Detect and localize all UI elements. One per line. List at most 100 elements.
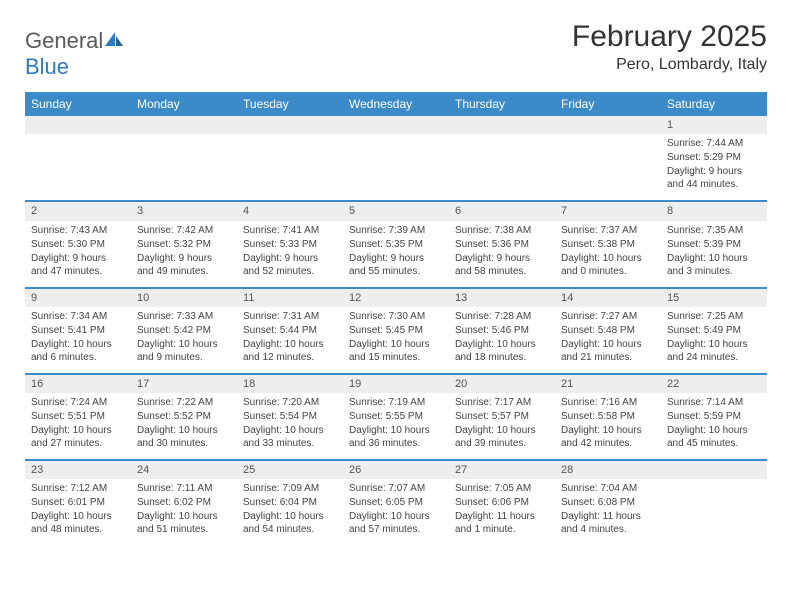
sunrise-line: Sunrise: 7:30 AM	[349, 310, 443, 323]
daylight-line: Daylight: 9 hours and 55 minutes.	[349, 252, 443, 278]
sunset-line: Sunset: 5:35 PM	[349, 238, 443, 251]
sunset-line: Sunset: 5:41 PM	[31, 324, 125, 337]
sunrise-line: Sunrise: 7:07 AM	[349, 482, 443, 495]
month-title: February 2025	[572, 20, 767, 54]
detail-row: Sunrise: 7:12 AMSunset: 6:01 PMDaylight:…	[25, 479, 767, 545]
day-number-cell: 16	[25, 374, 131, 393]
sunrise-line: Sunrise: 7:44 AM	[667, 137, 761, 150]
sunrise-line: Sunrise: 7:14 AM	[667, 396, 761, 409]
daylight-line: Daylight: 10 hours and 21 minutes.	[561, 338, 655, 364]
daylight-line: Daylight: 10 hours and 12 minutes.	[243, 338, 337, 364]
daylight-line: Daylight: 9 hours and 47 minutes.	[31, 252, 125, 278]
day-number-cell: 10	[131, 288, 237, 307]
day-detail-cell	[661, 479, 767, 545]
day-header: Friday	[555, 92, 661, 116]
day-header: Sunday	[25, 92, 131, 116]
day-detail-cell	[555, 134, 661, 201]
sunset-line: Sunset: 6:02 PM	[137, 496, 231, 509]
sunset-line: Sunset: 5:36 PM	[455, 238, 549, 251]
daylight-line: Daylight: 10 hours and 57 minutes.	[349, 510, 443, 536]
day-detail-cell: Sunrise: 7:07 AMSunset: 6:05 PMDaylight:…	[343, 479, 449, 545]
logo-text-gray: General	[25, 28, 103, 53]
location: Pero, Lombardy, Italy	[572, 56, 767, 74]
daylight-line: Daylight: 10 hours and 0 minutes.	[561, 252, 655, 278]
day-detail-cell	[343, 134, 449, 201]
day-detail-cell: Sunrise: 7:04 AMSunset: 6:08 PMDaylight:…	[555, 479, 661, 545]
day-detail-cell	[131, 134, 237, 201]
daylight-line: Daylight: 10 hours and 3 minutes.	[667, 252, 761, 278]
sunrise-line: Sunrise: 7:20 AM	[243, 396, 337, 409]
daylight-line: Daylight: 10 hours and 42 minutes.	[561, 424, 655, 450]
day-detail-cell: Sunrise: 7:20 AMSunset: 5:54 PMDaylight:…	[237, 393, 343, 460]
sunrise-line: Sunrise: 7:12 AM	[31, 482, 125, 495]
day-detail-cell: Sunrise: 7:05 AMSunset: 6:06 PMDaylight:…	[449, 479, 555, 545]
sunrise-line: Sunrise: 7:27 AM	[561, 310, 655, 323]
sunrise-line: Sunrise: 7:24 AM	[31, 396, 125, 409]
sunset-line: Sunset: 5:44 PM	[243, 324, 337, 337]
day-header: Thursday	[449, 92, 555, 116]
day-number-cell	[661, 460, 767, 479]
sunrise-line: Sunrise: 7:35 AM	[667, 224, 761, 237]
sunset-line: Sunset: 5:30 PM	[31, 238, 125, 251]
daylight-line: Daylight: 10 hours and 33 minutes.	[243, 424, 337, 450]
day-header-row: Sunday Monday Tuesday Wednesday Thursday…	[25, 92, 767, 116]
day-number-cell: 24	[131, 460, 237, 479]
day-detail-cell: Sunrise: 7:24 AMSunset: 5:51 PMDaylight:…	[25, 393, 131, 460]
sunrise-line: Sunrise: 7:05 AM	[455, 482, 549, 495]
day-detail-cell: Sunrise: 7:37 AMSunset: 5:38 PMDaylight:…	[555, 221, 661, 288]
sunrise-line: Sunrise: 7:28 AM	[455, 310, 549, 323]
daynum-row: 2345678	[25, 201, 767, 220]
sunset-line: Sunset: 5:38 PM	[561, 238, 655, 251]
day-number-cell: 4	[237, 201, 343, 220]
day-detail-cell: Sunrise: 7:11 AMSunset: 6:02 PMDaylight:…	[131, 479, 237, 545]
daylight-line: Daylight: 9 hours and 52 minutes.	[243, 252, 337, 278]
day-detail-cell: Sunrise: 7:19 AMSunset: 5:55 PMDaylight:…	[343, 393, 449, 460]
sunrise-line: Sunrise: 7:42 AM	[137, 224, 231, 237]
logo-sail-icon	[103, 28, 125, 46]
daylight-line: Daylight: 10 hours and 48 minutes.	[31, 510, 125, 536]
day-number-cell: 25	[237, 460, 343, 479]
sunrise-line: Sunrise: 7:31 AM	[243, 310, 337, 323]
day-detail-cell: Sunrise: 7:09 AMSunset: 6:04 PMDaylight:…	[237, 479, 343, 545]
day-detail-cell: Sunrise: 7:33 AMSunset: 5:42 PMDaylight:…	[131, 307, 237, 374]
day-detail-cell: Sunrise: 7:44 AMSunset: 5:29 PMDaylight:…	[661, 134, 767, 201]
day-number-cell: 13	[449, 288, 555, 307]
daylight-line: Daylight: 11 hours and 4 minutes.	[561, 510, 655, 536]
day-number-cell: 28	[555, 460, 661, 479]
daylight-line: Daylight: 10 hours and 30 minutes.	[137, 424, 231, 450]
sunset-line: Sunset: 5:48 PM	[561, 324, 655, 337]
day-number-cell	[237, 116, 343, 134]
day-number-cell	[449, 116, 555, 134]
sunrise-line: Sunrise: 7:04 AM	[561, 482, 655, 495]
header: GeneralBlue February 2025 Pero, Lombardy…	[25, 20, 767, 80]
daynum-row: 16171819202122	[25, 374, 767, 393]
detail-row: Sunrise: 7:44 AMSunset: 5:29 PMDaylight:…	[25, 134, 767, 201]
daylight-line: Daylight: 9 hours and 44 minutes.	[667, 165, 761, 191]
sunset-line: Sunset: 5:54 PM	[243, 410, 337, 423]
day-number-cell: 7	[555, 201, 661, 220]
sunset-line: Sunset: 5:29 PM	[667, 151, 761, 164]
day-detail-cell: Sunrise: 7:28 AMSunset: 5:46 PMDaylight:…	[449, 307, 555, 374]
day-number-cell: 11	[237, 288, 343, 307]
day-detail-cell: Sunrise: 7:14 AMSunset: 5:59 PMDaylight:…	[661, 393, 767, 460]
sunset-line: Sunset: 5:57 PM	[455, 410, 549, 423]
detail-row: Sunrise: 7:24 AMSunset: 5:51 PMDaylight:…	[25, 393, 767, 460]
daylight-line: Daylight: 10 hours and 45 minutes.	[667, 424, 761, 450]
daylight-line: Daylight: 10 hours and 36 minutes.	[349, 424, 443, 450]
sunset-line: Sunset: 5:58 PM	[561, 410, 655, 423]
logo-text: GeneralBlue	[25, 28, 125, 80]
detail-row: Sunrise: 7:34 AMSunset: 5:41 PMDaylight:…	[25, 307, 767, 374]
sunrise-line: Sunrise: 7:16 AM	[561, 396, 655, 409]
sunrise-line: Sunrise: 7:33 AM	[137, 310, 231, 323]
sunset-line: Sunset: 5:49 PM	[667, 324, 761, 337]
day-detail-cell	[25, 134, 131, 201]
day-detail-cell: Sunrise: 7:12 AMSunset: 6:01 PMDaylight:…	[25, 479, 131, 545]
day-number-cell	[555, 116, 661, 134]
day-detail-cell: Sunrise: 7:16 AMSunset: 5:58 PMDaylight:…	[555, 393, 661, 460]
sunset-line: Sunset: 5:32 PM	[137, 238, 231, 251]
day-detail-cell: Sunrise: 7:41 AMSunset: 5:33 PMDaylight:…	[237, 221, 343, 288]
sunset-line: Sunset: 5:45 PM	[349, 324, 443, 337]
daylight-line: Daylight: 10 hours and 51 minutes.	[137, 510, 231, 536]
day-detail-cell: Sunrise: 7:43 AMSunset: 5:30 PMDaylight:…	[25, 221, 131, 288]
daylight-line: Daylight: 10 hours and 27 minutes.	[31, 424, 125, 450]
